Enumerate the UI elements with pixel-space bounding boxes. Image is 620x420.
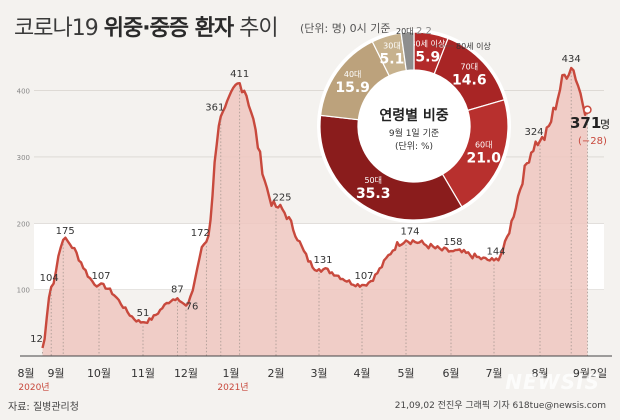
x-tick-label: 4월 (353, 367, 370, 380)
title-suffix: 추이 (233, 16, 279, 41)
data-label: 107 (91, 271, 110, 282)
title-prefix: 코로나19 (14, 16, 104, 41)
donut-unit: (단위: %) (395, 141, 433, 152)
title-bold: 위중·중증 환자 (103, 16, 234, 41)
donut-slice (319, 114, 463, 221)
slice-value: 15.9 (335, 80, 370, 96)
slice-category: 50대 (364, 176, 382, 185)
x-tick-label: 8월 (17, 367, 34, 380)
y-tick-label: 400 (17, 88, 30, 96)
slice-category: 20대 (396, 27, 414, 36)
newsis-watermark: NEWSIS (505, 370, 600, 394)
slice-category: 80세 이상 (456, 41, 491, 51)
current-point (583, 105, 592, 115)
slice-value: 2.2 (416, 26, 432, 37)
data-label: 144 (486, 246, 505, 257)
x-tick-label: 11월 (131, 367, 155, 380)
slice-value: 5.1 (380, 51, 405, 67)
slice-value: 21.0 (466, 151, 501, 167)
x-tick-label: 7월 (485, 367, 502, 380)
slice-category: 40대 (344, 70, 362, 79)
data-label: 12 (30, 334, 43, 345)
slice-category: 30대 (383, 41, 401, 50)
y-tick-label: 200 (17, 220, 30, 228)
x-tick-label: 5월 (397, 367, 414, 380)
slice-value: 5.9 (415, 49, 440, 65)
year-label: 2021년 (217, 382, 248, 393)
donut-title: 연령별 비중 (379, 107, 448, 124)
data-label: 361 (205, 102, 224, 113)
x-tick-label: 2월 (267, 367, 284, 380)
current-unit: 명 (600, 118, 610, 131)
data-label: 87 (171, 284, 184, 295)
data-label: 172 (191, 228, 210, 239)
series-line (41, 66, 589, 349)
slice-category: 60대 (475, 141, 493, 150)
slice-value: 14.6 (452, 72, 487, 88)
slice-category: 80세 이상 (410, 38, 445, 48)
y-tick-label: 100 (17, 287, 30, 295)
data-label: 411 (230, 69, 249, 80)
x-tick-label: 9월 (47, 367, 64, 380)
data-label: 434 (562, 54, 581, 65)
year-label: 2020년 (18, 382, 49, 393)
data-label: 107 (354, 271, 373, 282)
credit-line: 21,09,02 전진우 그래픽 기자 618tue@newsis.com (394, 401, 606, 411)
slice-category: 70대 (461, 62, 479, 71)
current-value: 371 (570, 114, 601, 132)
data-label: 175 (56, 226, 75, 237)
x-tick-label: 10월 (87, 367, 111, 380)
chart-title: 코로나19 위중·중증 환자 추이 (14, 10, 279, 42)
x-tick-label: 6월 (442, 367, 459, 380)
x-tick-label: 12월 (174, 367, 198, 380)
unit-note: (단위: 명) 0시 기준 (300, 22, 391, 35)
donut-slice (400, 31, 415, 72)
source-note: 자료: 질병관리청 (8, 402, 79, 413)
y-tick-label: 300 (17, 154, 30, 162)
x-tick-label: 9월2일 (573, 366, 607, 380)
data-label: 174 (400, 227, 419, 238)
slice-value: 35.3 (356, 186, 391, 202)
data-label: 131 (313, 255, 332, 266)
x-tick-label: 8월 (531, 367, 548, 380)
data-label: 104 (40, 273, 59, 284)
data-label: 324 (524, 127, 543, 138)
x-tick-label: 1월 (222, 367, 239, 380)
donut-subtitle: 9월 1일 기준 (389, 127, 439, 139)
data-label: 225 (272, 193, 291, 204)
data-label: 51 (137, 308, 150, 319)
data-label: 158 (443, 237, 462, 248)
data-label: 76 (186, 302, 199, 313)
x-tick-label: 3월 (310, 367, 327, 380)
current-change: (−28) (578, 136, 607, 147)
